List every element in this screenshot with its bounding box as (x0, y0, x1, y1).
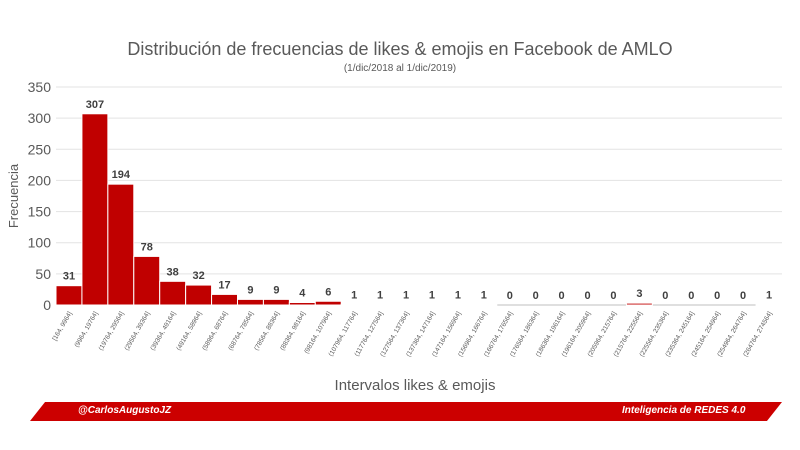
bar-value-label: 0 (610, 290, 616, 302)
x-tick-label: (235364, 245164] (664, 310, 696, 358)
bar-value-label: 32 (192, 270, 204, 282)
x-tick-label: (39364, 49164] (149, 310, 177, 352)
x-tick-label: (137364, 147164] (405, 310, 437, 358)
x-tick-label: (127564, 137364] (379, 310, 411, 358)
bar-value-label: 38 (167, 266, 179, 278)
bar-value-label: 9 (247, 284, 253, 296)
bar-value-label: 0 (507, 290, 513, 302)
bar-value-label: 31 (63, 271, 75, 283)
bar (340, 303, 368, 306)
y-axis-ticks: 0 50 100 150 200 250 300 350 (28, 79, 52, 313)
chart-title: Distribución de frecuencias de likes & e… (127, 39, 672, 59)
x-tick-label: (117764, 127564] (354, 310, 385, 357)
x-tick-label: (156964, 166764] (457, 310, 489, 358)
x-tick-label: (186364, 196164] (535, 310, 567, 358)
bar (211, 293, 238, 306)
y-tick-label: 350 (28, 79, 52, 95)
y-tick-label: 300 (28, 110, 52, 126)
bar-value-label: 0 (533, 290, 539, 302)
bar-value-label: 0 (714, 290, 720, 302)
bar (237, 298, 264, 306)
bar (133, 255, 161, 306)
x-tick-label: (196164, 205964] (561, 310, 593, 358)
bar-value-label: 0 (740, 290, 746, 302)
x-tick-label: (98164, 107964] (303, 310, 333, 355)
bar (262, 298, 290, 306)
bar (55, 285, 83, 306)
bar-value-label: 0 (584, 290, 590, 302)
bar (755, 303, 783, 306)
bar-value-label: 0 (688, 290, 694, 302)
x-tick-label: (215764, 225564] (613, 310, 645, 358)
x-tick-label: (166764, 176564] (483, 310, 515, 358)
x-tick-label: [164, 9964] (51, 310, 73, 342)
footer-author: @CarlosAugustoJZ (78, 405, 172, 416)
x-tick-label: (254964, 264764] (716, 310, 748, 358)
bar-value-label: 1 (481, 289, 487, 301)
x-tick-label: (205964, 215764] (587, 310, 619, 358)
x-axis-ticks: [164, 9964] (9964, 19764](19764, 29564](2… (51, 310, 773, 358)
x-tick-label: (29564, 39364] (124, 310, 152, 352)
y-tick-label: 150 (28, 204, 52, 220)
bar (444, 303, 472, 306)
x-tick-label: (9964, 19764] (74, 310, 100, 348)
bar-value-label: 307 (86, 99, 104, 111)
bar (418, 303, 446, 306)
bar-value-label: 1 (351, 289, 357, 301)
value-labels: 31 307 194 78 38 32 17 9 9 4 6 1 1 1 1 1 1 0 0 0 0 0 3 0 0 0 0 1 (63, 99, 772, 302)
bar (185, 284, 213, 306)
x-tick-label: (19764, 29564] (98, 310, 126, 352)
bar (470, 303, 498, 306)
footer-bar (30, 402, 782, 421)
bar-value-label: 78 (141, 241, 153, 253)
bar-value-label: 1 (766, 289, 772, 301)
bar-value-label: 0 (662, 290, 668, 302)
bar (81, 113, 109, 306)
bar (392, 303, 420, 306)
x-tick-label: (264764, 274564] (742, 310, 774, 358)
x-axis-label: Intervalos likes & emojis (335, 377, 496, 394)
y-tick-label: 250 (28, 141, 52, 157)
y-tick-label: 200 (28, 172, 52, 188)
bar-value-label: 1 (429, 289, 435, 301)
bar-value-label: 1 (377, 289, 383, 301)
x-tick-label: (225564, 235364] (639, 310, 671, 358)
gridlines (56, 86, 782, 306)
bar (625, 302, 653, 306)
x-tick-label: (58964, 68764] (201, 310, 229, 352)
x-tick-label: (176564, 186364] (509, 310, 541, 358)
bar (288, 302, 316, 306)
bar-value-label: 1 (403, 289, 409, 301)
chart-subtitle: (1/dic/2018 al 1/dic/2019) (344, 63, 456, 74)
bar-value-label: 4 (299, 288, 306, 300)
x-tick-label: (245164, 254964] (690, 310, 722, 358)
y-tick-label: 0 (43, 297, 51, 313)
bar (159, 280, 187, 306)
y-axis-label: Frecuencia (6, 163, 21, 228)
bar-value-label: 6 (325, 286, 331, 298)
x-tick-label: (147164, 156964] (431, 310, 463, 358)
bars (55, 113, 783, 306)
bar (366, 303, 394, 306)
x-tick-label: (107964, 117764] (328, 310, 359, 357)
footer-brand: Inteligencia de REDES 4.0 (622, 405, 746, 416)
bar (314, 300, 342, 306)
x-tick-label: (78564, 88364] (253, 310, 281, 352)
bar-value-label: 1 (455, 289, 461, 301)
bar-value-label: 194 (112, 169, 131, 181)
bar-value-label: 0 (559, 290, 565, 302)
x-tick-label: (68764, 78564] (227, 310, 255, 352)
bar (107, 183, 135, 306)
bar-value-label: 9 (273, 284, 279, 296)
bar-value-label: 3 (636, 288, 642, 300)
bar-value-label: 17 (218, 279, 230, 291)
y-tick-label: 50 (35, 266, 51, 282)
x-tick-label: (49164, 58964] (175, 310, 203, 352)
y-tick-label: 100 (28, 235, 52, 251)
x-tick-label: (88364, 98164] (279, 310, 307, 352)
